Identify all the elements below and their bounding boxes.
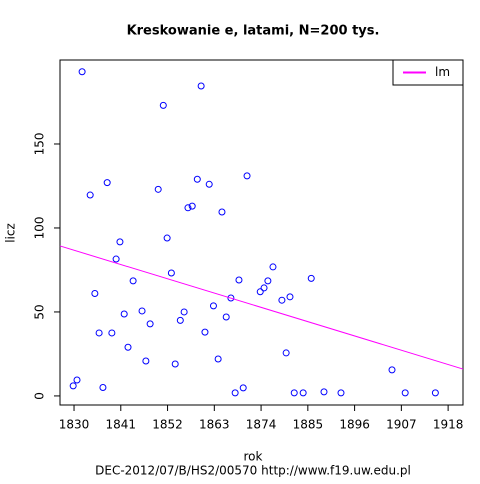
point <box>282 349 290 357</box>
point <box>269 263 277 271</box>
point <box>91 289 99 297</box>
point <box>388 366 396 374</box>
point <box>103 179 111 187</box>
point <box>78 68 86 76</box>
x-tick-label: 1841 <box>106 418 137 432</box>
point <box>214 355 222 363</box>
point <box>167 269 175 277</box>
footer: DEC-2012/07/B/HS2/00570 http://www.f19.u… <box>95 464 411 478</box>
y-tick-label: 50 <box>33 304 47 319</box>
point <box>120 310 128 318</box>
point <box>299 389 307 397</box>
point <box>180 308 188 316</box>
point <box>146 320 154 328</box>
point <box>286 293 294 301</box>
point <box>112 255 120 263</box>
x-tick-label: 1863 <box>199 418 230 432</box>
legend-label: lm <box>435 65 450 79</box>
point <box>73 376 81 384</box>
point <box>307 274 315 282</box>
point <box>193 175 201 183</box>
point <box>222 313 230 321</box>
y-tick-label: 150 <box>33 133 47 156</box>
plot-box <box>59 59 464 406</box>
x-tick-label: 1907 <box>386 418 417 432</box>
point <box>184 204 192 212</box>
point <box>239 384 247 392</box>
x-tick-label: 1874 <box>246 418 277 432</box>
point <box>337 389 345 397</box>
point <box>69 382 77 390</box>
fit-line <box>59 245 464 370</box>
chart-title: Kreskowanie e, latami, N=200 tys. <box>127 24 380 39</box>
point <box>159 101 167 109</box>
point <box>99 384 107 392</box>
x-tick-label: 1830 <box>59 418 90 432</box>
point <box>260 284 268 292</box>
point <box>290 389 298 397</box>
point <box>243 172 251 180</box>
x-tick-label: 1852 <box>152 418 183 432</box>
point <box>154 185 162 193</box>
point <box>256 288 264 296</box>
point <box>142 357 150 365</box>
point <box>231 389 239 397</box>
point <box>264 277 272 285</box>
x-tick-label: 1885 <box>293 418 324 432</box>
point <box>129 277 137 285</box>
point <box>205 180 213 188</box>
point <box>116 238 124 246</box>
point <box>108 329 116 337</box>
point <box>176 316 184 324</box>
point <box>124 343 132 351</box>
point <box>197 82 205 90</box>
point <box>235 276 243 284</box>
point <box>320 388 328 396</box>
y-axis-label: licz <box>4 223 18 243</box>
point <box>201 328 209 336</box>
y-tick-label: 0 <box>33 392 47 400</box>
y-tick-label: 100 <box>33 217 47 240</box>
point <box>188 202 196 210</box>
point <box>218 208 226 216</box>
point <box>278 296 286 304</box>
point <box>163 234 171 242</box>
x-axis-label: rok <box>244 450 263 464</box>
point <box>209 302 217 310</box>
point <box>171 360 179 368</box>
x-tick-label: 1896 <box>339 418 370 432</box>
point <box>138 307 146 315</box>
point <box>431 389 439 397</box>
point <box>95 329 103 337</box>
point <box>401 389 409 397</box>
point <box>227 294 235 302</box>
point <box>86 191 94 199</box>
x-tick-label: 1918 <box>433 418 464 432</box>
